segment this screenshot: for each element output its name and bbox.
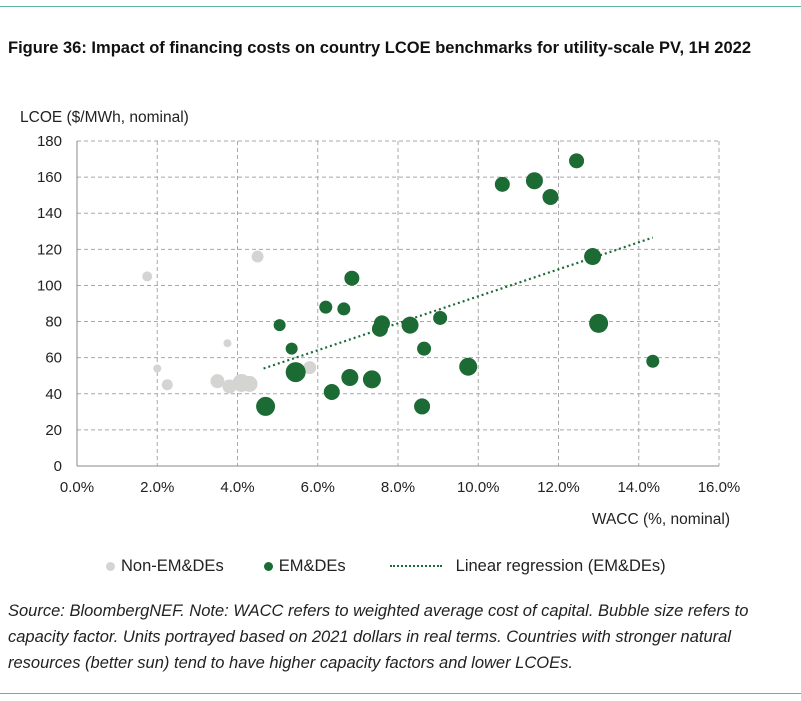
emdes-point <box>646 354 660 368</box>
y-axis-label: LCOE ($/MWh, nominal) <box>20 109 189 126</box>
axes <box>76 141 719 467</box>
x-tick-label: 2.0% <box>140 479 174 496</box>
emdes-point <box>323 383 340 400</box>
figure-title: Figure 36: Impact of financing costs on … <box>8 39 751 57</box>
y-tick-label: 140 <box>37 205 62 222</box>
x-tick-label: 14.0% <box>617 479 660 496</box>
y-tick-label: 20 <box>45 422 62 439</box>
y-tick-label: 60 <box>45 350 62 367</box>
non-emdes-point <box>251 250 264 263</box>
x-tick-label: 8.0% <box>381 479 415 496</box>
emdes-point <box>337 302 351 316</box>
non-emdes-point <box>153 364 162 373</box>
legend-item-emdes: EM&DEs <box>263 556 346 576</box>
emdes-point <box>584 248 602 266</box>
emdes-point <box>273 319 286 332</box>
x-tick-label: 4.0% <box>220 479 254 496</box>
y-tick-label: 40 <box>45 386 62 403</box>
emdes-point <box>319 300 333 314</box>
tick-labels: 0 20 40 60 80 100 120 140 160 180 0.0% 2.0% 4.0% 6.0%… <box>37 133 740 496</box>
regression-layer <box>263 236 654 370</box>
emdes-point <box>433 310 448 325</box>
non-emdes-point <box>161 379 173 391</box>
source-note: Source: BloombergNEF. Note: WACC refers … <box>8 602 749 672</box>
emdes-point <box>589 313 609 333</box>
emdes-point <box>417 341 432 356</box>
regression-line <box>263 236 654 370</box>
x-tick-label: 10.0% <box>457 479 500 496</box>
non-emdes-point <box>223 339 232 348</box>
legend-item-regression: Linear regression (EM&DEs) <box>386 557 666 576</box>
non-emdes-point <box>303 361 317 375</box>
emdes-point <box>344 270 360 286</box>
x-tick-label: 6.0% <box>301 479 335 496</box>
y-tick-label: 180 <box>37 133 62 150</box>
data-points <box>142 153 660 416</box>
emdes-point <box>256 396 276 416</box>
legend: Non-EM&DEs EM&DEs Linear regression (EM&… <box>106 554 706 578</box>
non-emdes-point <box>210 374 225 389</box>
y-tick-label: 160 <box>37 169 62 186</box>
legend-marker-non-emdes <box>106 561 115 571</box>
legend-label-emdes: EM&DEs <box>278 556 346 575</box>
emdes-point <box>414 398 431 415</box>
emdes-point <box>362 370 381 389</box>
non-emdes-point <box>241 375 258 392</box>
legend-item-non-emdes: Non-EM&DEs <box>106 557 224 576</box>
scatter-chart: 0 20 40 60 80 100 120 140 160 180 0.0% 2.0% 4.0% 6.0%… <box>20 109 740 528</box>
emdes-point <box>459 357 478 376</box>
legend-marker-emdes <box>263 561 273 571</box>
x-tick-label: 12.0% <box>537 479 580 496</box>
legend-label-regression: Linear regression (EM&DEs) <box>455 556 666 575</box>
emdes-point <box>494 176 510 192</box>
emdes-point <box>542 188 559 205</box>
bottom-rule <box>0 693 801 694</box>
emdes-point <box>525 172 543 190</box>
gridlines <box>77 140 720 466</box>
emdes-point <box>341 369 359 387</box>
non-emdes-point <box>142 271 153 282</box>
emdes-point <box>285 362 306 383</box>
emdes-point <box>401 316 419 334</box>
y-tick-label: 120 <box>37 241 62 258</box>
top-rule <box>0 6 801 7</box>
legend-label-non-emdes: Non-EM&DEs <box>121 556 224 575</box>
x-tick-label: 0.0% <box>60 479 94 496</box>
x-axis-label: WACC (%, nominal) <box>592 511 730 528</box>
y-tick-label: 100 <box>37 277 62 294</box>
emdes-point <box>569 153 585 169</box>
emdes-point <box>373 315 390 332</box>
y-tick-label: 80 <box>45 314 62 331</box>
legend-marker-regression <box>389 565 442 567</box>
y-tick-label: 0 <box>54 458 62 475</box>
x-tick-label: 16.0% <box>698 479 741 496</box>
emdes-point <box>285 342 298 355</box>
